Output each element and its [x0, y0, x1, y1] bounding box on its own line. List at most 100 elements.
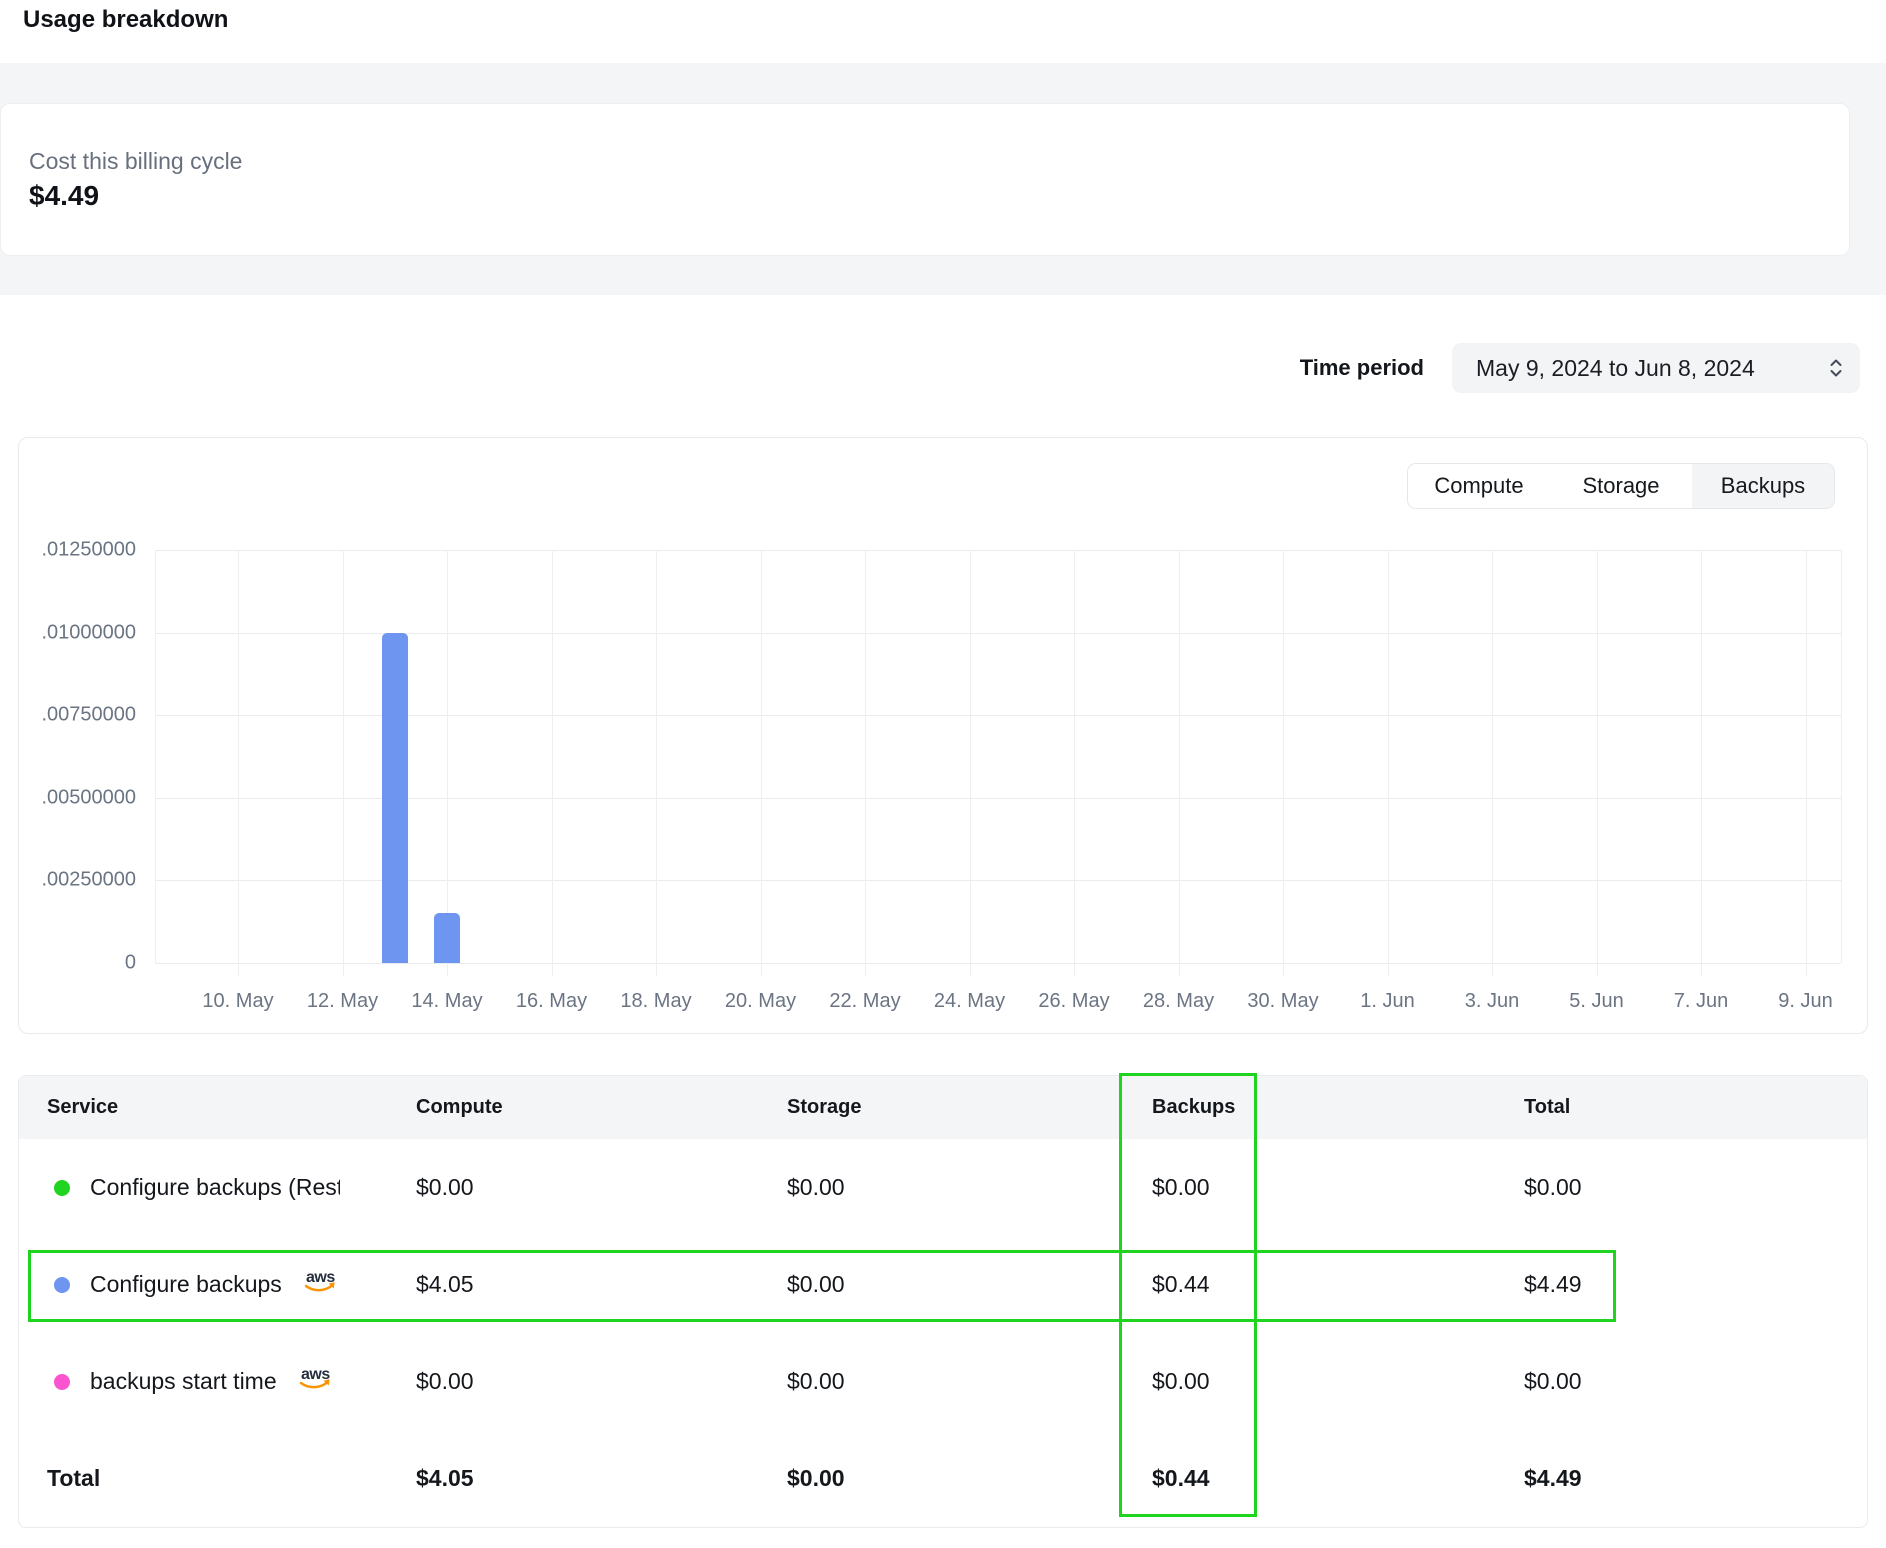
y-axis-tick-label: .00750000	[19, 704, 136, 727]
x-axis-tick-label: 1. Jun	[1360, 990, 1414, 1013]
grid-line-vertical	[761, 550, 762, 976]
y-axis-tick-label: .00500000	[19, 786, 136, 809]
backups-cost: $0.00	[1152, 1368, 1524, 1395]
x-axis-tick-label: 26. May	[1038, 990, 1109, 1013]
storage-cost: $0.00	[787, 1271, 1152, 1298]
x-axis-tick-label: 14. May	[411, 990, 482, 1013]
total-backups-cost: $0.44	[1152, 1465, 1524, 1492]
grid-line-horizontal	[155, 633, 1841, 634]
total-compute-cost: $4.05	[416, 1465, 787, 1492]
service-name: Configure backups (Resto	[90, 1174, 340, 1201]
x-axis-tick-label: 9. Jun	[1778, 990, 1832, 1013]
table-row: Configure backups aws $4.05 $0.00 $0.44 …	[19, 1236, 1867, 1333]
grid-line-vertical	[1283, 550, 1284, 976]
grid-line-horizontal	[155, 880, 1841, 881]
time-period-value: May 9, 2024 to Jun 8, 2024	[1476, 355, 1755, 382]
x-axis-tick-label: 10. May	[202, 990, 273, 1013]
select-chevrons-icon	[1828, 356, 1844, 380]
total-storage-cost: $0.00	[787, 1465, 1152, 1492]
total-cost: $0.00	[1524, 1368, 1867, 1395]
backups-cost: $0.44	[1152, 1271, 1524, 1298]
tab-compute[interactable]: Compute	[1408, 464, 1550, 508]
grid-line-vertical	[1597, 550, 1598, 976]
backups-usage-bar-chart: .01250000 .01000000 .00750000 .00500000 .002…	[19, 438, 1867, 1033]
usage-breakdown-page: Usage breakdown Cost this billing cycle …	[0, 0, 1886, 1548]
x-axis-tick-label: 16. May	[516, 990, 587, 1013]
y-axis-tick-label: .00250000	[19, 869, 136, 892]
compute-cost: $4.05	[416, 1271, 787, 1298]
service-name: backups start time	[90, 1368, 277, 1395]
col-header-total: Total	[1524, 1096, 1867, 1119]
grid-line-vertical	[1701, 550, 1702, 976]
backups-cost: $0.00	[1152, 1174, 1524, 1201]
total-cost: $0.00	[1524, 1174, 1867, 1201]
grid-line-vertical	[656, 550, 657, 976]
grid-line-vertical	[970, 550, 971, 976]
tab-storage[interactable]: Storage	[1550, 464, 1692, 508]
x-axis-tick-label: 3. Jun	[1465, 990, 1519, 1013]
usage-bar[interactable]	[434, 913, 460, 963]
table-total-row: Total $4.05 $0.00 $0.44 $4.49	[19, 1430, 1867, 1527]
time-period-row: Time period May 9, 2024 to Jun 8, 2024	[1300, 343, 1860, 393]
aws-logo-icon: aws	[295, 1364, 335, 1399]
grid-line-vertical	[343, 550, 344, 976]
table-row: backups start time aws $0.00 $0.00 $0.00…	[19, 1333, 1867, 1430]
x-axis-tick-label: 12. May	[307, 990, 378, 1013]
y-axis-tick-label: .01000000	[19, 621, 136, 644]
legend-dot-blue	[54, 1277, 70, 1293]
service-name: Configure backups	[90, 1271, 282, 1298]
grid-line-vertical	[1074, 550, 1075, 976]
plot-boundary-line	[1841, 550, 1842, 963]
grid-line-horizontal	[155, 963, 1841, 964]
storage-cost: $0.00	[787, 1368, 1152, 1395]
grid-line-vertical	[1806, 550, 1807, 976]
col-header-backups: Backups	[1152, 1096, 1524, 1119]
x-axis-tick-label: 22. May	[829, 990, 900, 1013]
usage-breakdown-table: Service Compute Storage Backups Total Co…	[18, 1075, 1868, 1528]
billing-cycle-cost-card: Cost this billing cycle $4.49	[0, 103, 1850, 256]
total-cost: $4.49	[1524, 1271, 1867, 1298]
x-axis-tick-label: 18. May	[620, 990, 691, 1013]
table-row: Configure backups (Resto $0.00 $0.00 $0.…	[19, 1139, 1867, 1236]
plot-boundary-line	[155, 550, 156, 963]
x-axis-tick-label: 7. Jun	[1674, 990, 1728, 1013]
y-axis-tick-label: 0	[19, 952, 136, 975]
grid-line-vertical	[1492, 550, 1493, 976]
x-axis-tick-label: 20. May	[725, 990, 796, 1013]
x-axis-tick-label: 5. Jun	[1569, 990, 1623, 1013]
billing-cycle-cost-value: $4.49	[29, 180, 99, 212]
time-period-select[interactable]: May 9, 2024 to Jun 8, 2024	[1452, 343, 1860, 393]
tab-backups[interactable]: Backups	[1692, 464, 1834, 508]
table-header-row: Service Compute Storage Backups Total	[19, 1076, 1867, 1139]
legend-dot-green	[54, 1180, 70, 1196]
x-axis-tick-label: 24. May	[934, 990, 1005, 1013]
grid-line-vertical	[238, 550, 239, 976]
grid-line-vertical	[1388, 550, 1389, 976]
chart-metric-tabs: Compute Storage Backups	[1407, 463, 1835, 509]
x-axis-tick-label: 30. May	[1247, 990, 1318, 1013]
page-title: Usage breakdown	[23, 6, 228, 34]
grid-line-horizontal	[155, 715, 1841, 716]
y-axis-tick-label: .01250000	[19, 539, 136, 562]
billing-cycle-cost-label: Cost this billing cycle	[29, 148, 242, 175]
usage-bar[interactable]	[382, 633, 408, 963]
total-total-cost: $4.49	[1524, 1465, 1867, 1492]
grid-line-vertical	[1179, 550, 1180, 976]
grid-line-vertical	[865, 550, 866, 976]
col-header-compute: Compute	[416, 1096, 787, 1119]
grid-line-horizontal	[155, 798, 1841, 799]
compute-cost: $0.00	[416, 1174, 787, 1201]
x-axis-tick-label: 28. May	[1143, 990, 1214, 1013]
storage-cost: $0.00	[787, 1174, 1152, 1201]
time-period-label: Time period	[1300, 355, 1424, 381]
col-header-storage: Storage	[787, 1096, 1152, 1119]
legend-dot-pink	[54, 1374, 70, 1390]
compute-cost: $0.00	[416, 1368, 787, 1395]
aws-logo-icon: aws	[300, 1267, 340, 1302]
total-row-label: Total	[19, 1465, 416, 1492]
col-header-service: Service	[19, 1096, 416, 1119]
usage-chart-card: .01250000 .01000000 .00750000 .00500000 .002…	[18, 437, 1868, 1034]
grid-line-horizontal	[155, 550, 1841, 551]
grid-line-vertical	[552, 550, 553, 976]
summary-section: Cost this billing cycle $4.49	[0, 63, 1886, 295]
